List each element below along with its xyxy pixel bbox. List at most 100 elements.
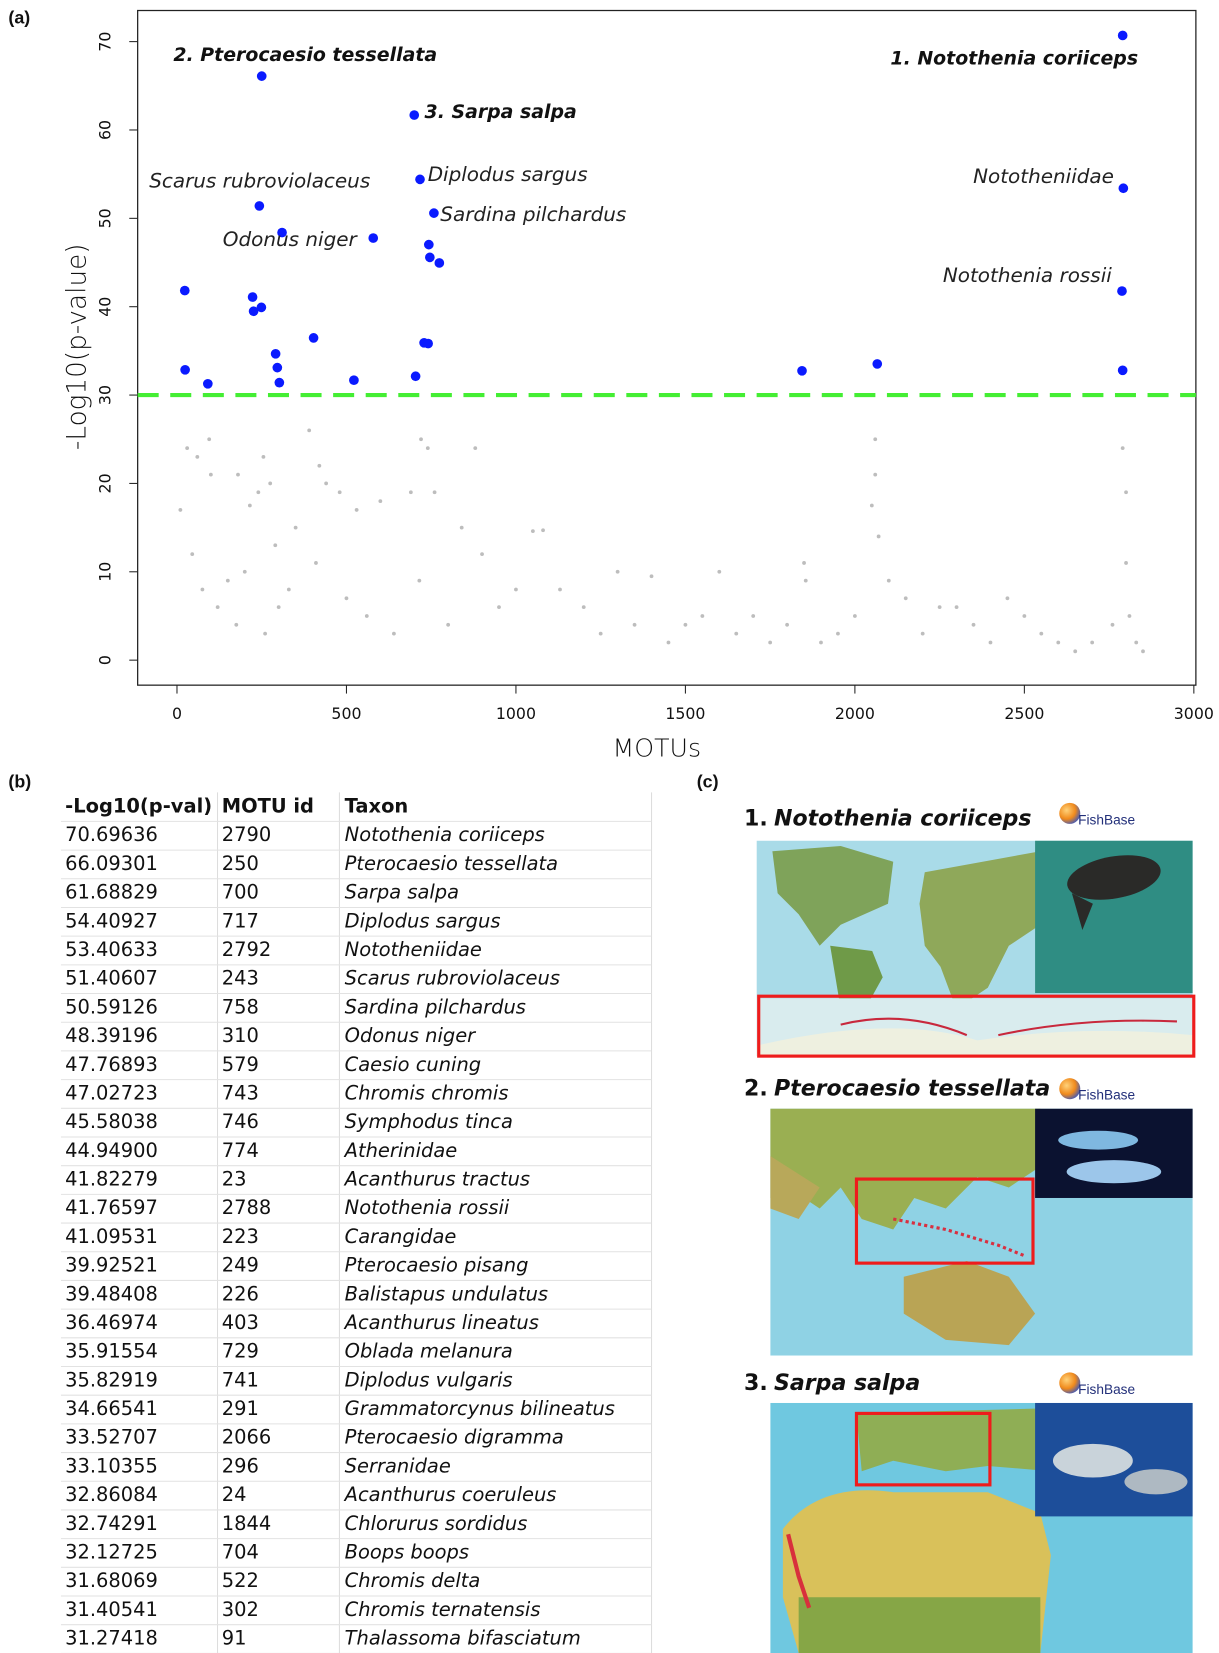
point [419,437,423,442]
table-cell: Pterocaesio tessellata [345,852,558,875]
table-cell: 729 [222,1340,259,1363]
point [836,631,840,636]
range-box [854,1177,1035,1265]
point [734,631,739,636]
table-cell: 700 [222,881,259,904]
point [324,481,329,486]
significant-point [415,174,425,185]
point [666,640,671,645]
point [425,446,430,450]
logo-text: FishBase [1078,1088,1135,1103]
significant-point [1117,286,1127,296]
significant-point [248,306,259,317]
table-cell: 2792 [222,938,271,961]
x-tick-label: 0 [172,704,182,723]
table-cell: 774 [222,1139,259,1162]
point [937,605,942,610]
point [971,622,976,627]
table-cell: 310 [222,1024,259,1047]
significant-point [272,362,283,373]
point [293,525,298,530]
table-cell: Sardina pilchardus [345,995,526,1018]
table-cell: 23 [222,1168,247,1191]
annotation: 3. Sarpa salpa [425,101,577,123]
point [236,472,240,477]
point [1056,640,1061,645]
table-cell: 91 [222,1627,247,1650]
point [1134,640,1139,645]
x-tick-label: 2500 [1004,704,1044,723]
point [1124,490,1128,495]
table-cell: 31.68069 [65,1569,158,1592]
annotation: Odonus niger [223,227,359,251]
point [261,455,266,459]
point [581,605,586,610]
table-cell: 47.76893 [65,1053,158,1076]
table-cell: Sarpa salpa [345,881,459,904]
logo-orb [1059,1078,1081,1100]
point [988,640,993,645]
significant-point [423,239,434,250]
point [317,463,322,468]
plot-frame [137,9,1197,686]
point [598,631,603,636]
point [558,587,562,592]
significant-point [872,359,883,369]
table-cell: 32.74291 [65,1512,158,1535]
y-tick-label: 40 [96,297,115,317]
significant-point [409,110,420,120]
point [1124,561,1128,565]
table-cell: 48.39196 [65,1024,158,1047]
point [263,631,268,636]
panel-label: (c) [697,772,719,792]
table-cell: 223 [222,1225,259,1248]
significant-point [410,371,421,382]
table-cell: 758 [222,995,259,1018]
point [225,578,230,583]
point [1073,649,1078,654]
logo-orb [1059,1372,1081,1394]
significant-point [308,333,319,343]
annotation: 1. Notothenia coriiceps [890,47,1138,69]
point [700,614,705,618]
table-cell: 1844 [222,1512,271,1535]
point [307,428,312,433]
table-cell: Chromis ternatensis [345,1598,541,1621]
table-cell: 2788 [222,1196,271,1219]
map-number: 3. [744,1371,768,1396]
y-tick-label: 50 [96,208,115,228]
table-cell: Acanthurus coeruleus [343,1483,557,1506]
point [615,569,620,574]
table-cell: 45.58038 [65,1110,158,1133]
table-cell: Scarus rubroviolaceus [345,967,560,990]
point [1039,631,1044,636]
significant-point [797,365,807,376]
point [1120,446,1125,450]
point [195,455,200,459]
point [207,437,212,442]
table-cell: Grammatorcynus bilineatus [345,1397,615,1420]
range-box [757,994,1196,1058]
point [1005,596,1010,601]
point [242,569,247,574]
range-box [854,1411,992,1487]
significant-point [1117,365,1128,376]
point [247,503,252,508]
annotation: Diplodus sargus [428,162,588,186]
point [344,596,349,601]
table-cell: 31.40541 [65,1598,158,1621]
table-cell: Carangidae [345,1225,457,1248]
point [378,499,383,503]
point [1110,622,1115,627]
point [717,569,722,574]
significant-point [277,227,287,238]
y-axis-label: -Log10(p-value) [62,243,92,450]
point [273,543,278,548]
point [649,574,654,579]
point [314,561,318,565]
significant-point [179,285,190,296]
table-cell: Boops boops [345,1540,469,1563]
point [903,596,908,601]
point [190,552,195,557]
